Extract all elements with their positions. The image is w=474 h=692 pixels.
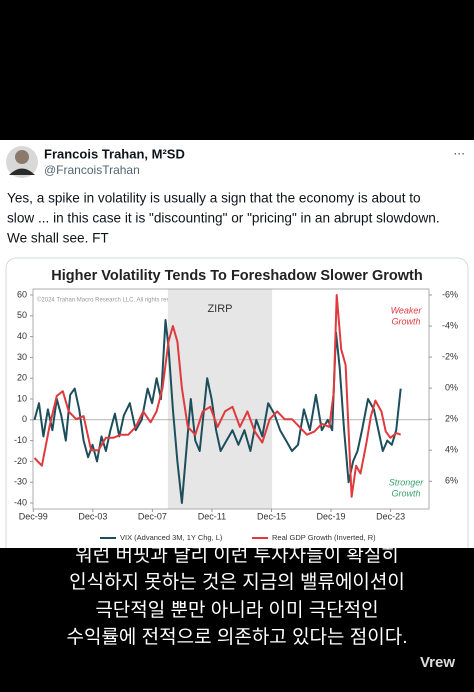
x-tick-label: Dec-15	[257, 511, 286, 521]
handle[interactable]: @FrancoisTrahan	[44, 163, 140, 177]
x-tick-label: Dec-07	[138, 511, 167, 521]
y-tick-label: -10	[14, 435, 27, 445]
y-tick-label: -40	[14, 497, 27, 507]
tweet-text: We shall see. FT	[7, 231, 109, 246]
series-line	[33, 294, 402, 498]
author[interactable]: Francois Trahan, M²SD	[44, 146, 185, 161]
legend-label: Real GDP Growth (Inverted, R)	[272, 533, 376, 542]
subtitle: 극단적일 뿐만 아니라 이미 극단적인	[95, 599, 378, 621]
copyright: ©2024 Trahan Macro Research LLC. All rig…	[37, 297, 186, 304]
subtitle: 인식하지 못하는 것은 지금의 밸류에이션이	[69, 571, 405, 593]
zirp-label: ZIRP	[207, 303, 232, 315]
x-tick-label: Dec-11	[198, 511, 226, 521]
y-tick-label: 10	[17, 393, 27, 403]
y-tick-label: 40	[17, 331, 27, 341]
y-tick-label: 0	[22, 414, 27, 424]
annotation-weaker: Growth	[391, 316, 420, 326]
more-menu[interactable]: ...	[453, 142, 465, 158]
series-line	[33, 319, 402, 504]
avatar-body	[9, 168, 35, 175]
subtitle: 수익률에 전적으로 의존하고 있다는 점이다.	[66, 626, 407, 648]
subtitle: 워런 버핏과 달리 이런 투자자들이 확실히	[75, 544, 399, 566]
x-tick-label: Dec-23	[376, 511, 405, 521]
tweet-text: Yes, a spike in volatility is usually a …	[7, 191, 421, 206]
x-tick-label: Dec-03	[78, 511, 107, 521]
y2-tick-label: 2%	[445, 414, 458, 424]
y-tick-label: 30	[17, 352, 27, 362]
y-tick-label: 50	[17, 310, 27, 320]
y-tick-label: 60	[17, 289, 27, 299]
avatar-face	[15, 150, 29, 164]
watermark: Vrew	[420, 654, 455, 671]
x-tick-label: Dec-99	[19, 511, 48, 521]
y2-tick-label: -6%	[442, 289, 458, 299]
y2-tick-label: 4%	[445, 445, 458, 455]
x-tick-label: Dec-19	[317, 511, 346, 521]
y2-tick-label: -2%	[442, 351, 458, 361]
subtitle-box	[0, 548, 474, 692]
chart-title: Higher Volatility Tends To Foreshadow Sl…	[51, 268, 422, 284]
legend-label: VIX (Advanced 3M, 1Y Chg, L)	[120, 533, 223, 542]
y2-tick-label: -4%	[442, 320, 458, 330]
y2-tick-label: 0%	[445, 383, 458, 393]
y2-tick-label: 6%	[445, 476, 458, 486]
plot: ZIRP 60 50 40 30 20 10 0 -10 -20 -30 -40 -6% -4% -2% 0%…	[14, 288, 458, 542]
tweet-text: slow ... in this case it is "discounting…	[7, 211, 440, 226]
y-tick-label: 20	[17, 373, 27, 383]
annotation-weaker: Weaker	[391, 305, 423, 315]
annotation-stronger: Stronger	[389, 477, 425, 487]
y-tick-label: -30	[14, 477, 27, 487]
y-tick-label: -20	[14, 456, 27, 466]
annotation-stronger: Growth	[391, 488, 420, 498]
